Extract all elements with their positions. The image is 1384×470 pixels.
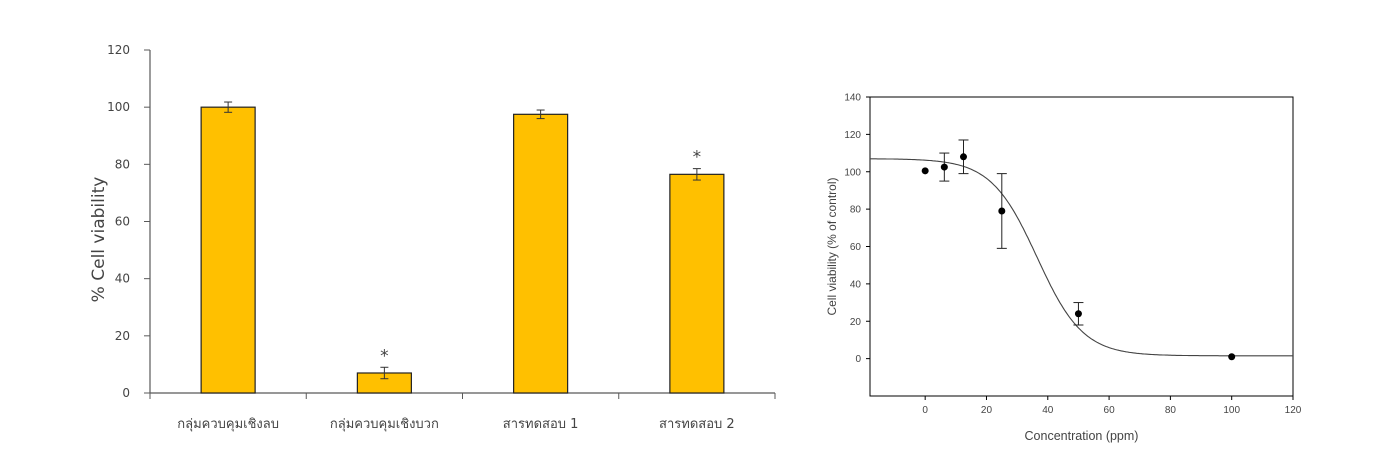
y-tick-label: 100 — [844, 167, 861, 178]
x-category-label: สารทดสอบ 2 — [659, 417, 735, 432]
data-point — [998, 207, 1006, 215]
y-axis-title: Cell viability (% of control) — [825, 177, 839, 315]
data-point — [921, 167, 929, 175]
x-tick-label: 60 — [1104, 405, 1116, 416]
x-tick-label: 120 — [1285, 405, 1302, 416]
y-tick-label: 80 — [850, 205, 862, 216]
data-point — [1228, 353, 1236, 361]
x-category-label: กลุ่มควบคุมเชิงลบ — [177, 417, 279, 432]
y-tick-label: 100 — [107, 100, 130, 114]
y-tick-label: 140 — [844, 93, 861, 104]
bar — [669, 173, 725, 394]
x-tick-label: 100 — [1223, 405, 1240, 416]
fit-curve — [870, 158, 1293, 357]
bar — [513, 113, 569, 394]
y-tick-label: 40 — [115, 272, 130, 286]
y-tick-label: 120 — [107, 43, 130, 57]
y-tick-label: 60 — [115, 215, 130, 229]
data-point — [1074, 310, 1082, 318]
significance-marker: * — [380, 346, 389, 366]
x-tick-label: 20 — [981, 405, 993, 416]
y-axis-title: % Cell viability — [89, 177, 109, 303]
x-tick-label: 80 — [1165, 405, 1177, 416]
x-category-label: สารทดสอบ 1 — [503, 417, 579, 432]
data-point — [959, 153, 967, 161]
y-tick-label: 20 — [115, 329, 130, 343]
significance-marker: * — [693, 148, 702, 168]
y-tick-label: 80 — [115, 157, 130, 171]
y-tick-label: 60 — [850, 242, 862, 253]
data-point — [940, 163, 948, 171]
x-tick-label: 0 — [922, 405, 928, 416]
y-tick-label: 0 — [122, 386, 130, 400]
bar-chart: 0 20 40 60 80 100 120 กลุ่มควบคุมเชิงลบ * กลุ่มคว… — [89, 43, 776, 432]
y-tick-label: 20 — [850, 317, 862, 328]
y-tick-label: 40 — [850, 279, 862, 290]
x-category-label: กลุ่มควบคุมเชิงบวก — [330, 417, 439, 432]
x-axis-title: Concentration (ppm) — [1025, 429, 1139, 443]
y-tick-label: 0 — [855, 354, 861, 365]
bar — [200, 106, 256, 394]
x-tick-label: 40 — [1042, 405, 1054, 416]
plot-frame — [869, 96, 1294, 397]
dose-response-chart: 0 20 40 60 80 100 120 0 20 40 60 80 100 120 140 Concent… — [825, 93, 1302, 444]
y-tick-label: 120 — [844, 130, 861, 141]
